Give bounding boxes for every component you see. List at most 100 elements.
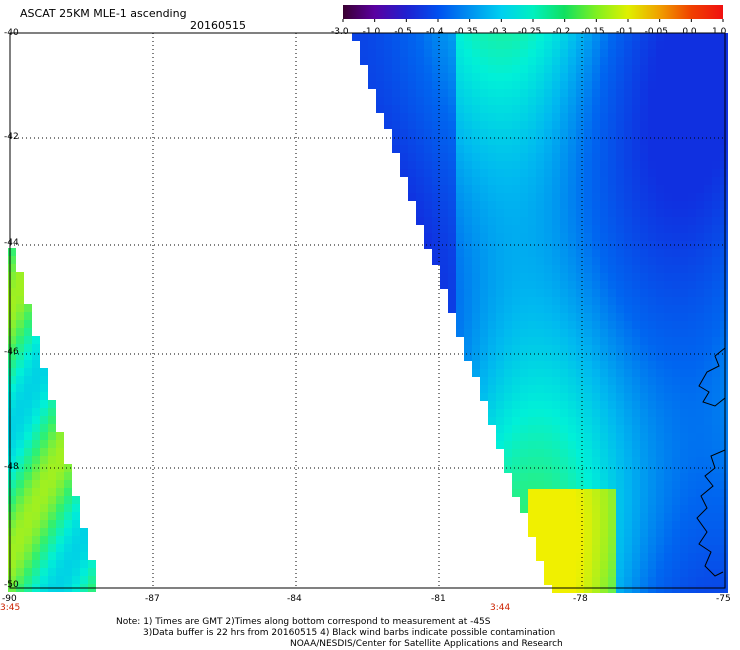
data-cell: [584, 33, 592, 41]
data-cell: [384, 89, 392, 97]
data-cell: [560, 577, 568, 585]
data-cell: [56, 520, 64, 528]
data-cell: [392, 89, 400, 97]
data-cell: [680, 577, 688, 585]
data-cell: [648, 457, 656, 465]
data-cell: [608, 553, 616, 561]
data-cell: [624, 81, 632, 89]
data-cell: [624, 369, 632, 377]
data-cell: [456, 81, 464, 89]
data-cell: [640, 289, 648, 297]
data-cell: [712, 113, 720, 121]
data-cell: [720, 281, 728, 289]
data-cell: [592, 73, 600, 81]
data-cell: [624, 241, 632, 249]
data-cell: [640, 497, 648, 505]
data-cell: [56, 544, 64, 552]
data-cell: [72, 496, 80, 504]
data-cell: [592, 57, 600, 65]
data-cell: [552, 137, 560, 145]
data-cell: [608, 289, 616, 297]
data-cell: [488, 113, 496, 121]
data-cell: [16, 544, 24, 552]
data-cell: [624, 585, 632, 593]
data-cell: [496, 73, 504, 81]
data-cell: [664, 393, 672, 401]
data-cell: [680, 185, 688, 193]
data-cell: [664, 289, 672, 297]
data-cell: [664, 441, 672, 449]
data-cell: [440, 81, 448, 89]
data-cell: [688, 521, 696, 529]
data-cell: [416, 137, 424, 145]
data-cell: [696, 561, 704, 569]
data-cell: [600, 473, 608, 481]
data-cell: [432, 105, 440, 113]
data-cell: [648, 553, 656, 561]
data-cell: [480, 385, 488, 393]
data-cell: [456, 153, 464, 161]
data-cell: [536, 209, 544, 217]
data-cell: [712, 417, 720, 425]
data-cell: [488, 353, 496, 361]
data-cell: [456, 233, 464, 241]
data-cell: [592, 137, 600, 145]
data-cell: [552, 233, 560, 241]
data-cell: [528, 257, 536, 265]
data-cell: [504, 161, 512, 169]
data-cell: [640, 233, 648, 241]
data-cell: [600, 401, 608, 409]
data-cell: [584, 321, 592, 329]
data-cell: [488, 153, 496, 161]
data-cell: [624, 201, 632, 209]
data-cell: [688, 449, 696, 457]
data-cell: [544, 529, 552, 537]
data-cell: [656, 457, 664, 465]
data-cell: [592, 433, 600, 441]
data-cell: [488, 289, 496, 297]
data-cell: [600, 377, 608, 385]
data-cell: [592, 153, 600, 161]
data-cell: [648, 409, 656, 417]
data-cell: [616, 153, 624, 161]
data-cell: [472, 337, 480, 345]
data-cell: [488, 329, 496, 337]
data-cell: [8, 288, 16, 296]
data-cell: [584, 225, 592, 233]
data-cell: [648, 561, 656, 569]
data-cell: [576, 385, 584, 393]
data-cell: [680, 553, 688, 561]
data-cell: [8, 480, 16, 488]
data-cell: [608, 89, 616, 97]
data-cell: [712, 553, 720, 561]
data-cell: [480, 105, 488, 113]
data-cell: [552, 321, 560, 329]
data-cell: [392, 113, 400, 121]
data-cell: [656, 401, 664, 409]
data-cell: [464, 89, 472, 97]
data-cell: [592, 585, 600, 593]
data-cell: [472, 57, 480, 65]
data-cell: [472, 209, 480, 217]
data-cell: [680, 73, 688, 81]
data-cell: [16, 320, 24, 328]
data-cell: [520, 393, 528, 401]
data-cell: [456, 321, 464, 329]
data-cell: [632, 153, 640, 161]
data-cell: [536, 297, 544, 305]
data-cell: [544, 313, 552, 321]
data-cell: [568, 57, 576, 65]
data-cell: [432, 201, 440, 209]
data-cell: [440, 233, 448, 241]
data-cell: [608, 121, 616, 129]
data-cell: [448, 57, 456, 65]
data-cell: [624, 121, 632, 129]
data-cell: [552, 441, 560, 449]
data-cell: [608, 441, 616, 449]
data-cell: [496, 153, 504, 161]
data-cell: [80, 560, 88, 568]
data-cell: [640, 121, 648, 129]
data-cell: [488, 385, 496, 393]
data-cell: [512, 385, 520, 393]
data-cell: [8, 464, 16, 472]
